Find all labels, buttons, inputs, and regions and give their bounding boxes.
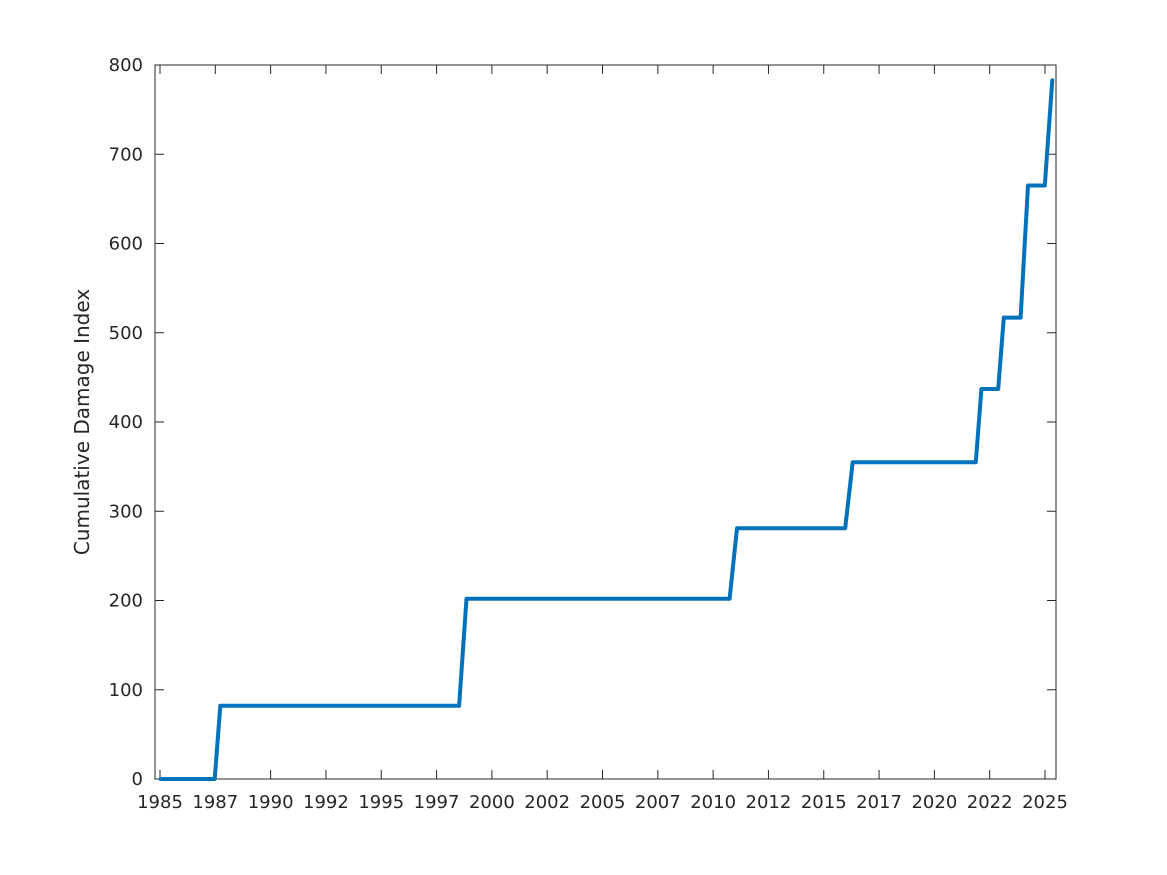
x-tick-label: 2022	[967, 792, 1013, 813]
x-tick-label: 1992	[303, 792, 349, 813]
plot-area	[154, 64, 1057, 780]
x-tick-label: 2005	[580, 792, 626, 813]
x-tick-label: 2020	[911, 792, 957, 813]
y-axis-label: Cumulative Damage Index	[70, 289, 94, 555]
y-tick-label: 300	[109, 501, 143, 522]
x-tick-label: 1997	[414, 792, 460, 813]
y-axis: 0 100 200 300 400 500 600 700 800	[109, 55, 1056, 790]
x-tick-label: 2025	[1022, 792, 1068, 813]
x-tick-label: 2017	[856, 792, 902, 813]
y-tick-label: 600	[109, 234, 143, 255]
x-tick-label: 1990	[248, 792, 294, 813]
x-tick-label: 2012	[746, 792, 792, 813]
x-tick-label: 1995	[358, 792, 404, 813]
x-tick-label: 2007	[635, 792, 681, 813]
y-tick-label: 400	[109, 412, 143, 433]
y-tick-label: 200	[109, 591, 143, 612]
y-tick-label: 0	[132, 769, 143, 790]
x-tick-label: 1987	[192, 792, 238, 813]
x-tick-label: 2010	[690, 792, 736, 813]
x-tick-label: 1985	[137, 792, 183, 813]
x-tick-label: 2002	[524, 792, 570, 813]
series-line	[158, 78, 1055, 781]
y-tick-label: 500	[109, 323, 143, 344]
y-tick-label: 800	[109, 55, 143, 76]
x-tick-label: 2015	[801, 792, 847, 813]
y-tick-label: 700	[109, 144, 143, 165]
y-tick-label: 100	[109, 680, 143, 701]
x-axis: 1985 1987 1990 1992 1995 1997 2000 2002 2005 2007…	[137, 65, 1068, 813]
x-tick-label: 2000	[469, 792, 515, 813]
